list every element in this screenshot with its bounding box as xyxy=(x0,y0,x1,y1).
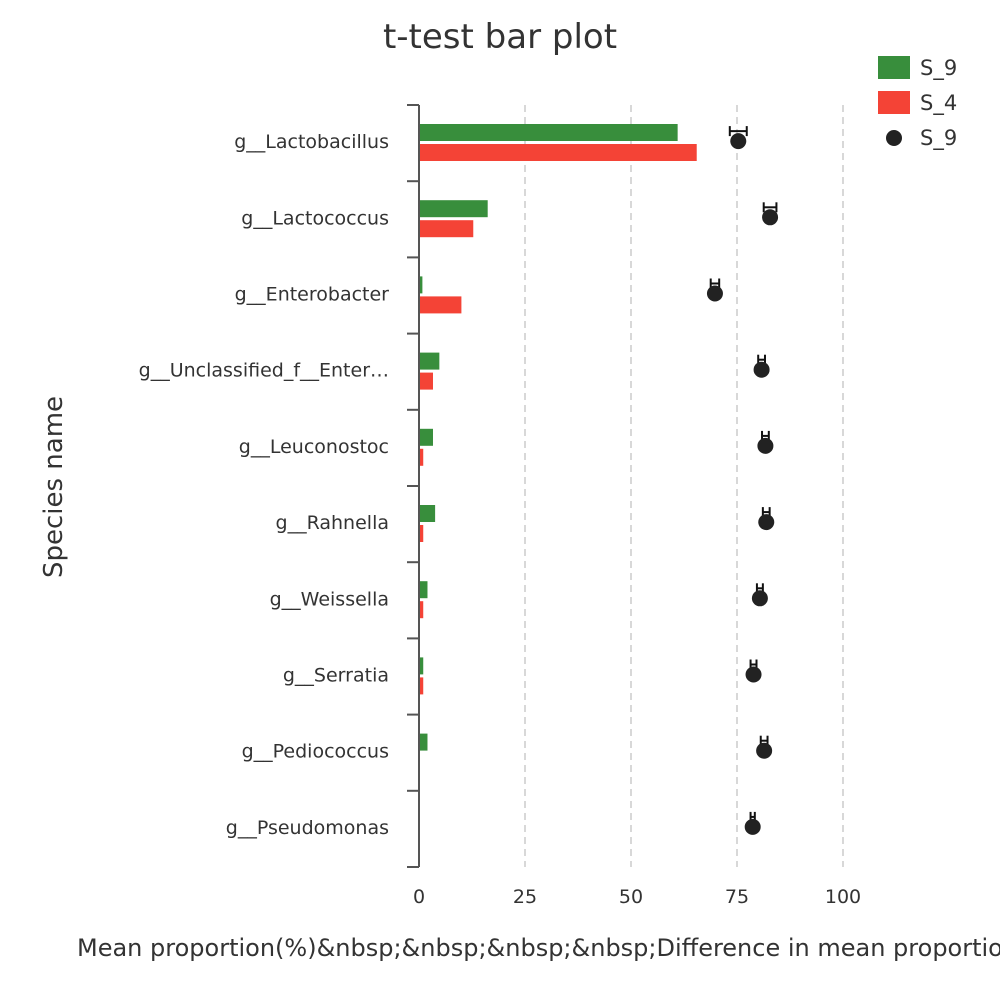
bar-s4-b xyxy=(419,144,697,161)
bar-s9-a xyxy=(419,200,488,218)
category-label: g__Weissella xyxy=(270,588,389,610)
category-label: g__Lactobacillus xyxy=(234,131,389,153)
x-tick-label: 100 xyxy=(825,886,861,908)
difference-points xyxy=(706,126,779,835)
category-label: g__Unclassified_f__Enter… xyxy=(139,360,389,382)
grid-lines xyxy=(524,105,844,867)
y-axis-label: Species name xyxy=(39,396,69,578)
category-label: g__Pediococcus xyxy=(242,741,389,763)
bar-s4-b xyxy=(419,601,424,619)
category-label: g__Lactococcus xyxy=(241,207,389,229)
bar-s9-a xyxy=(419,581,428,599)
difference-point xyxy=(745,666,762,683)
bar-s9-a xyxy=(419,428,433,446)
bar-s9-a xyxy=(419,505,436,522)
difference-point xyxy=(758,514,775,531)
category-label: g__Serratia xyxy=(283,665,389,687)
legend-swatch xyxy=(878,56,910,79)
category-label: g__Enterobacter xyxy=(235,284,390,306)
category-label: g__Rahnella xyxy=(276,512,389,534)
difference-point xyxy=(756,742,773,759)
axes: g__Lactobacillus g__Lactococcus g__Enterob… xyxy=(139,104,861,908)
x-tick-label: 50 xyxy=(619,886,643,908)
bar-s4-b xyxy=(419,296,462,314)
legend-label: S_4 xyxy=(920,91,957,116)
bar-s9-a xyxy=(419,352,440,370)
difference-point xyxy=(757,437,774,454)
x-tick-label: 25 xyxy=(513,886,537,908)
bar-s9-a xyxy=(419,657,424,675)
chart-title: t-test bar plot xyxy=(383,17,617,57)
legend-swatch xyxy=(878,91,910,114)
bars xyxy=(419,124,697,751)
bar-s9-a xyxy=(419,733,428,751)
category-label: g__Pseudomonas xyxy=(226,817,389,839)
legend: S_9 S_4 S_9 xyxy=(878,56,957,151)
difference-point xyxy=(706,285,723,302)
legend-marker xyxy=(886,130,902,146)
bar-s4-b xyxy=(419,220,474,238)
bar-s4-b xyxy=(419,448,424,466)
x-axis-label: Mean proportion(%)&nbsp;&nbsp;&nbsp;&nbs… xyxy=(77,934,1000,962)
bar-s4-b xyxy=(419,372,433,390)
difference-point xyxy=(730,133,747,150)
difference-point xyxy=(762,209,779,226)
bar-s9-a xyxy=(419,124,678,141)
x-tick-label: 0 xyxy=(413,886,425,908)
bar-s4-b xyxy=(419,677,424,695)
legend-label: S_9 xyxy=(920,56,957,81)
difference-point xyxy=(751,590,768,607)
legend-label: S_9 xyxy=(920,126,957,151)
category-label: g__Leuconostoc xyxy=(239,436,389,458)
x-tick-label: 75 xyxy=(725,886,749,908)
difference-point xyxy=(753,361,770,378)
difference-point xyxy=(744,818,761,835)
bar-s4-b xyxy=(419,525,424,542)
bar-s9-a xyxy=(419,276,423,294)
